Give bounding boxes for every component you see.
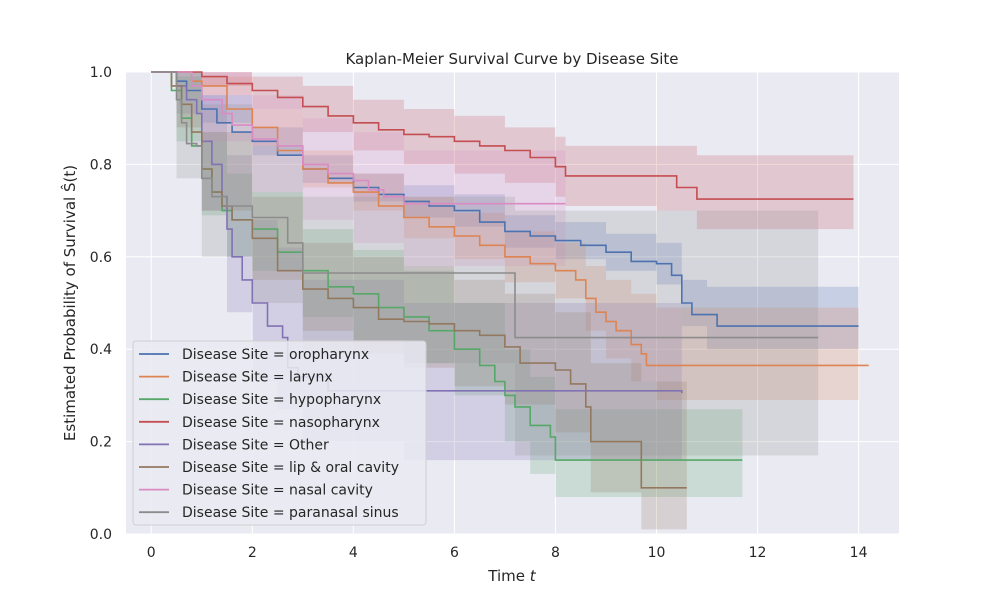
y-tick-label: 0.0: [90, 527, 112, 543]
y-tick-label: 0.6: [90, 250, 112, 266]
legend-label: Disease Site = oropharynx: [182, 347, 369, 363]
legend-label: Disease Site = paranasal sinus: [182, 505, 399, 521]
confidence-band-2: [151, 72, 743, 502]
x-tick-label: 8: [551, 545, 560, 561]
legend-label: Disease Site = nasopharynx: [182, 415, 380, 431]
y-tick-label: 0.8: [90, 157, 112, 173]
y-axis-ticks: 0.0 0.2 0.4 0.6 0.8 1.0: [90, 65, 112, 543]
legend-label: Disease Site = Other: [182, 437, 329, 453]
x-axis-label-var: t: [530, 567, 537, 585]
legend-box: [132, 340, 427, 526]
survival-lines: [151, 71, 869, 489]
legend-label: Disease Site = nasal cavity: [182, 483, 373, 499]
confidence-bands: [151, 72, 859, 530]
survival-line-7: [151, 71, 819, 339]
legend-label: Disease Site = larynx: [182, 370, 333, 386]
confidence-band-6: [151, 72, 566, 271]
confidence-band-1: [151, 72, 859, 403]
confidence-band-3: [151, 72, 854, 241]
x-tick-label: 10: [648, 545, 666, 561]
y-tick-label: 1.0: [90, 65, 112, 81]
x-tick-label: 2: [248, 545, 257, 561]
y-tick-label: 0.2: [90, 435, 112, 451]
x-tick-label: 0: [147, 545, 156, 561]
x-axis-label-text: Time: [487, 567, 525, 585]
x-tick-label: 14: [850, 545, 868, 561]
survival-line-6: [151, 71, 566, 205]
survival-line-3: [151, 71, 854, 200]
x-tick-label: 6: [450, 545, 459, 561]
confidence-band-0: [151, 72, 859, 364]
survival-line-0: [151, 71, 859, 327]
legend-label: Disease Site = lip & oral cavity: [182, 460, 399, 476]
x-tick-label: 12: [749, 545, 767, 561]
legend: Disease Site = oropharynx Disease Site = …: [132, 340, 427, 526]
x-tick-label: 4: [349, 545, 358, 561]
x-axis-ticks: 0 2 4 6 8 10 12 14: [147, 545, 868, 561]
y-axis-label: Estimated Probability of Survival Ŝ(t): [60, 165, 79, 441]
legend-label: Disease Site = hypopharynx: [182, 392, 381, 408]
chart-title: Kaplan-Meier Survival Curve by Disease S…: [345, 50, 678, 68]
x-axis-label: Time t: [487, 567, 537, 585]
confidence-band-5: [151, 72, 687, 530]
y-tick-label: 0.4: [90, 342, 112, 358]
survival-line-1: [151, 71, 869, 367]
